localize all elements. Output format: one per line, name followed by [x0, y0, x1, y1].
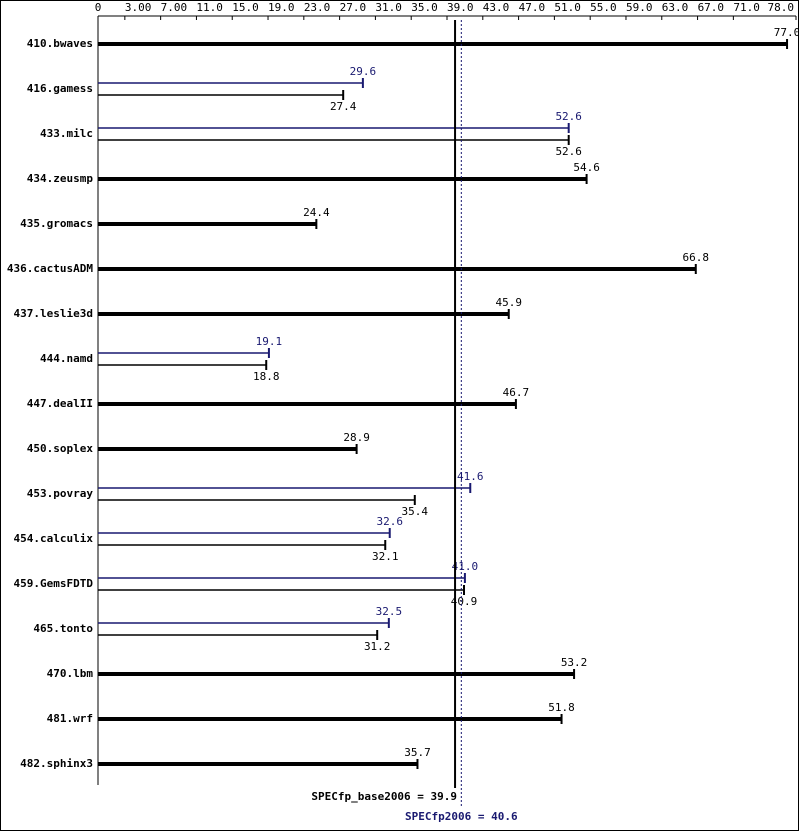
x-tick-label: 43.0 — [483, 1, 510, 14]
value-label: 77.0 — [774, 26, 799, 39]
value-label: 35.7 — [404, 746, 431, 759]
value-label: 45.9 — [495, 296, 522, 309]
value-label: 46.7 — [503, 386, 530, 399]
x-tick-label: 51.0 — [554, 1, 581, 14]
x-tick-label: 63.0 — [662, 1, 689, 14]
category-label: 470.lbm — [47, 667, 94, 680]
category-label: 447.dealII — [27, 397, 93, 410]
x-tick-label: 7.00 — [161, 1, 188, 14]
value-label: 29.6 — [350, 65, 377, 78]
category-label: 435.gromacs — [20, 217, 93, 230]
value-label: 24.4 — [303, 206, 330, 219]
x-tick-label: 11.0 — [196, 1, 223, 14]
x-tick-label: 71.0 — [733, 1, 760, 14]
category-label: 410.bwaves — [27, 37, 93, 50]
value-label: 52.6 — [555, 110, 582, 123]
value-label: 31.2 — [364, 640, 391, 653]
value-label: 53.2 — [561, 656, 588, 669]
x-tick-label: 78.0 — [768, 1, 795, 14]
x-tick-label: 47.0 — [519, 1, 546, 14]
value-label: 41.0 — [452, 560, 479, 573]
value-label: 28.9 — [343, 431, 370, 444]
category-label: 459.GemsFDTD — [14, 577, 94, 590]
value-label: 52.6 — [555, 145, 582, 158]
value-label: 32.6 — [376, 515, 403, 528]
reference-label: SPECfp2006 = 40.6 — [405, 810, 518, 823]
x-tick-label: 31.0 — [375, 1, 402, 14]
category-label: 454.calculix — [14, 532, 94, 545]
category-label: 465.tonto — [33, 622, 93, 635]
x-tick-label: 35.0 — [411, 1, 438, 14]
category-label: 434.zeusmp — [27, 172, 94, 185]
category-label: 433.milc — [40, 127, 93, 140]
value-label: 18.8 — [253, 370, 280, 383]
reference-label: SPECfp_base2006 = 39.9 — [311, 790, 457, 803]
value-label: 66.8 — [683, 251, 710, 264]
category-label: 453.povray — [27, 487, 94, 500]
value-label: 41.6 — [457, 470, 484, 483]
value-label: 27.4 — [330, 100, 357, 113]
x-tick-label: 55.0 — [590, 1, 617, 14]
value-label: 54.6 — [573, 161, 600, 174]
x-tick-label: 3.00 — [125, 1, 152, 14]
value-label: 32.1 — [372, 550, 399, 563]
x-tick-label: 39.0 — [447, 1, 474, 14]
category-label: 444.namd — [40, 352, 93, 365]
x-tick-label: 19.0 — [268, 1, 295, 14]
category-label: 482.sphinx3 — [20, 757, 93, 770]
x-tick-label: 67.0 — [698, 1, 725, 14]
value-label: 19.1 — [256, 335, 283, 348]
value-label: 32.5 — [376, 605, 403, 618]
x-tick-label: 15.0 — [232, 1, 259, 14]
category-label: 481.wrf — [47, 712, 93, 725]
category-label: 450.soplex — [27, 442, 94, 455]
x-tick-label: 23.0 — [304, 1, 331, 14]
category-label: 416.gamess — [27, 82, 93, 95]
value-label: 40.9 — [451, 595, 478, 608]
x-tick-label: 59.0 — [626, 1, 653, 14]
x-tick-label: 27.0 — [340, 1, 367, 14]
category-label: 436.cactusADM — [7, 262, 93, 275]
x-tick-label: 0 — [95, 1, 102, 14]
value-label: 51.8 — [548, 701, 575, 714]
category-label: 437.leslie3d — [14, 307, 93, 320]
value-label: 35.4 — [402, 505, 429, 518]
